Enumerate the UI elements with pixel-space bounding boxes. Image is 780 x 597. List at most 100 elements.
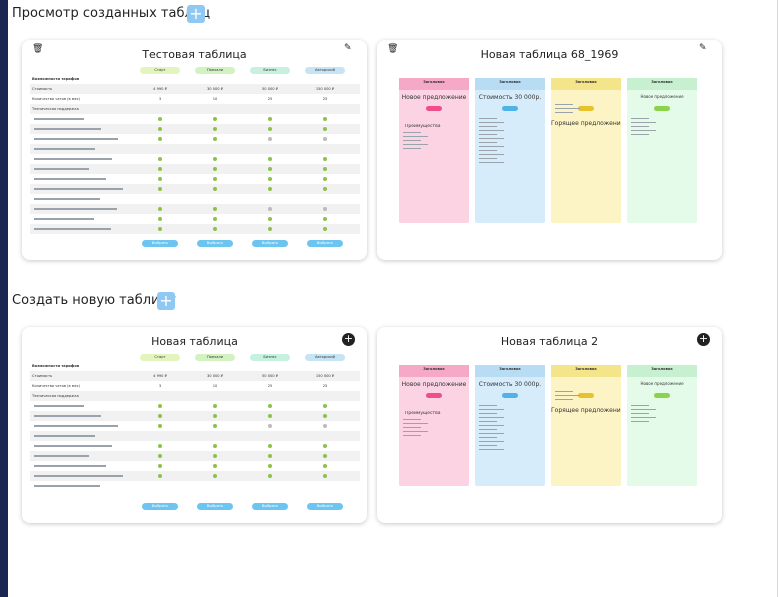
feature-dot: [213, 157, 217, 161]
feature-dot: [213, 137, 217, 141]
column-text: [403, 423, 428, 425]
column-button[interactable]: [426, 393, 442, 398]
column-button[interactable]: [502, 393, 518, 398]
row-label: Возможности тарифов: [32, 364, 80, 368]
column-button[interactable]: [578, 106, 594, 111]
row-label: Количество чатов (в мес): [32, 384, 81, 388]
column-text: [479, 162, 504, 164]
column-heading: Горящее предложение: [551, 407, 621, 414]
row-cell: 50 000 ₽: [261, 374, 278, 378]
column-text: [479, 409, 504, 411]
table-card[interactable]: Новая таблица 2 + Заголовок Новое предложен…: [377, 327, 722, 523]
add-icon[interactable]: +: [342, 332, 355, 346]
column-text: [555, 391, 573, 393]
offer-column: Заголовок Стоимость 30 000р.: [475, 78, 545, 223]
feature-dot: [213, 207, 217, 211]
card-title: Новая таблица: [151, 335, 238, 348]
feature-dot: [213, 227, 217, 231]
select-button[interactable]: Выбрать: [252, 503, 288, 510]
feature-dot: [213, 464, 217, 468]
feature-dot: [323, 414, 327, 418]
delete-icon[interactable]: 🗑: [32, 44, 44, 54]
edit-icon[interactable]: ✎: [344, 43, 352, 53]
row-text: [34, 128, 101, 130]
section-title: Просмотр созданных таблиц: [12, 6, 211, 21]
row-cell: 25: [267, 384, 273, 388]
row-bg: [30, 124, 360, 134]
table-card[interactable]: Новая таблица 68_1969 🗑 ✎ Заголовок Новое пр…: [377, 40, 722, 260]
feature-dot: [213, 177, 217, 181]
row-text: [34, 415, 101, 417]
row-label: Возможности тарифов: [32, 77, 80, 81]
card-title: Новая таблица 2: [500, 335, 599, 348]
edit-icon[interactable]: ✎: [699, 43, 707, 53]
feature-dot: [268, 167, 272, 171]
column-heading: Стоимость 30 000р.: [478, 94, 542, 101]
feature-dot: [268, 404, 272, 408]
column-button[interactable]: [654, 106, 670, 111]
column-button[interactable]: [426, 106, 442, 111]
offer-column: Заголовок Новое предложение: [627, 365, 697, 486]
column-text: [631, 413, 649, 415]
column-button[interactable]: [578, 393, 594, 398]
feature-dot: [323, 207, 327, 211]
feature-dot: [268, 187, 272, 191]
feature-dot: [158, 444, 162, 448]
column-text: [555, 112, 573, 114]
select-button[interactable]: Выбрать: [197, 503, 233, 510]
feature-dot: [323, 177, 327, 181]
row-cell: 50 000 ₽: [261, 87, 278, 91]
feature-dot: [158, 117, 162, 121]
select-button[interactable]: Выбрать: [142, 240, 178, 247]
add-icon[interactable]: +: [697, 332, 710, 346]
column-header: Заголовок: [423, 367, 445, 371]
column-text: [479, 433, 504, 435]
select-button[interactable]: Выбрать: [252, 240, 288, 247]
column-text: [631, 421, 649, 423]
column-text: [631, 134, 649, 136]
plan-header: Авторский: [305, 354, 345, 361]
offer-column: Заголовок Новое предложение Преимущества: [399, 78, 469, 223]
column-button[interactable]: [502, 106, 518, 111]
column-text: [403, 435, 421, 437]
column-text: [479, 445, 497, 447]
column-text: [479, 437, 497, 439]
column-button[interactable]: [654, 393, 670, 398]
column-text: [479, 154, 504, 156]
select-button[interactable]: Выбрать: [197, 240, 233, 247]
plan-header: Авторский: [305, 67, 345, 74]
column-header: Заголовок: [423, 80, 445, 84]
delete-icon[interactable]: 🗑: [387, 44, 399, 54]
feature-dot: [323, 444, 327, 448]
row-text: [34, 228, 111, 230]
row-bg: [30, 431, 360, 441]
table-card[interactable]: Тестовая таблица 🗑 ✎ Старт Поехали Бизнес Авто…: [22, 40, 367, 260]
column-text: [403, 427, 421, 429]
select-button[interactable]: Выбрать: [307, 240, 343, 247]
row-text: [34, 455, 89, 457]
row-text: [34, 218, 94, 220]
column-text: [403, 431, 428, 433]
add-button[interactable]: +: [187, 5, 205, 23]
column-text: [479, 449, 504, 451]
row-cell: 25: [322, 384, 328, 388]
select-button[interactable]: Выбрать: [307, 503, 343, 510]
column-text: [631, 130, 656, 132]
feature-dot: [323, 217, 327, 221]
table-card[interactable]: Новая таблица + Старт Поехали Бизнес Авторски…: [22, 327, 367, 523]
feature-dot: [268, 117, 272, 121]
column-text: [479, 126, 497, 128]
feature-dot: [323, 474, 327, 478]
feature-dot: [158, 157, 162, 161]
row-label: Техническая поддержка: [32, 107, 79, 111]
row-bg: [30, 144, 360, 154]
select-button[interactable]: Выбрать: [142, 503, 178, 510]
feature-dot: [213, 187, 217, 191]
feature-dot: [158, 424, 162, 428]
row-cell: 3: [158, 384, 162, 388]
feature-dot: [268, 464, 272, 468]
column-text: [555, 108, 580, 110]
row-bg: [30, 371, 360, 381]
add-button[interactable]: +: [157, 292, 175, 310]
